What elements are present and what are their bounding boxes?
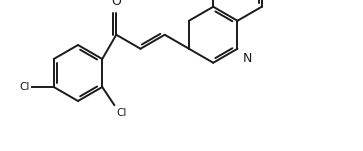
Text: Cl: Cl <box>19 82 30 92</box>
Text: O: O <box>111 0 121 8</box>
Text: Cl: Cl <box>116 108 127 118</box>
Text: N: N <box>242 52 252 65</box>
